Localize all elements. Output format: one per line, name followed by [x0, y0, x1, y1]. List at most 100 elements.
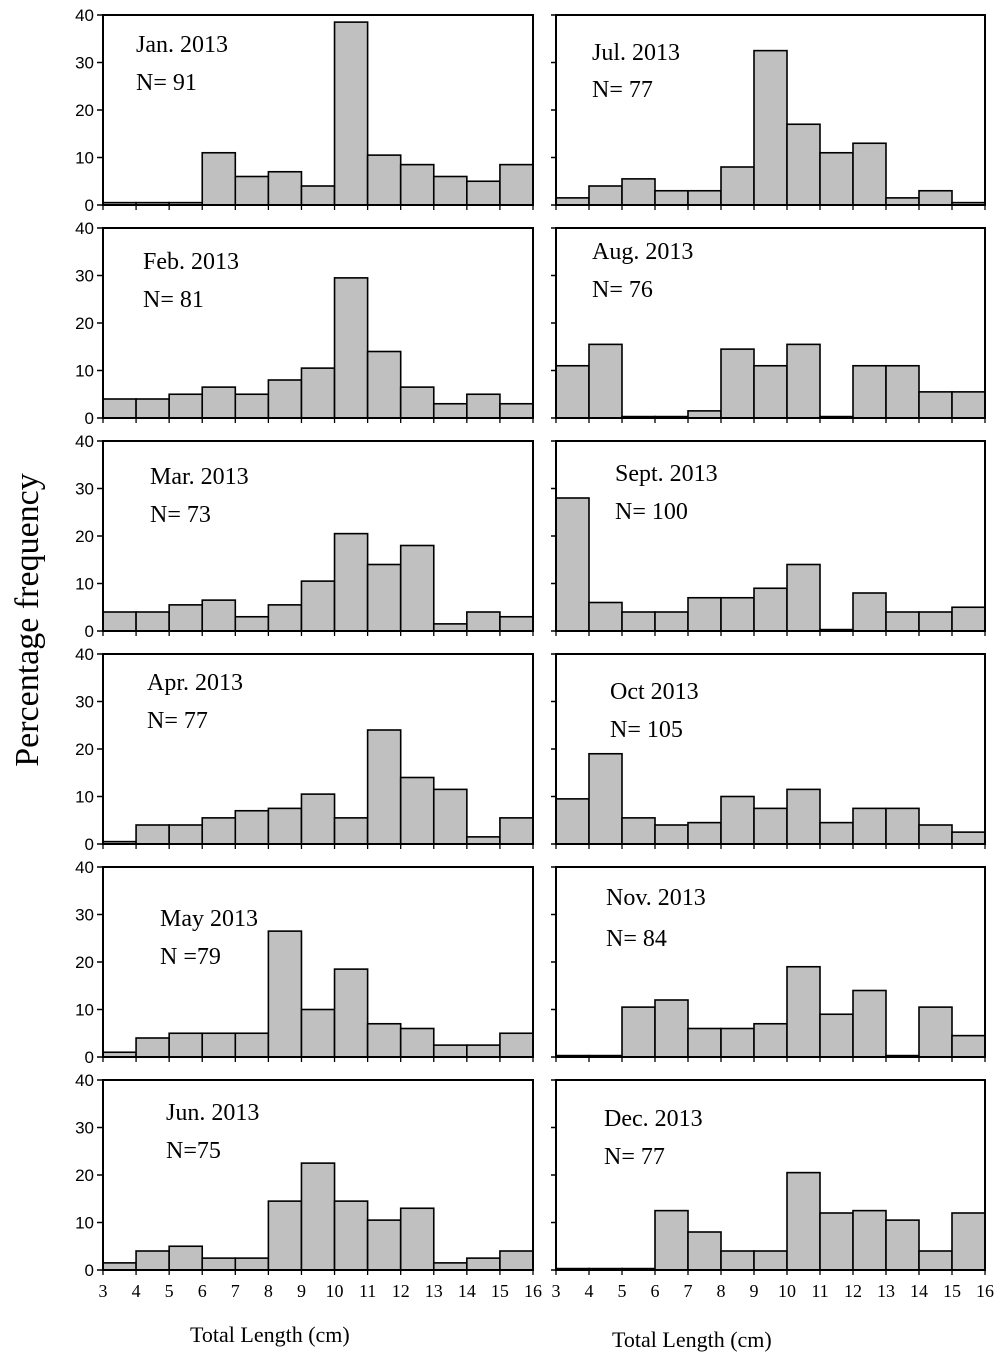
y-tick-label: 40 [75, 1071, 94, 1090]
panel-n-label: N= 73 [150, 502, 211, 528]
x-axis-label-right: Total Length (cm) [612, 1327, 772, 1352]
histogram-bar [168, 604, 204, 632]
histogram-bar [654, 189, 689, 206]
histogram-bar [366, 154, 402, 206]
histogram-bar [687, 821, 722, 845]
histogram-bar [135, 1037, 170, 1058]
y-tick-label: 10 [75, 362, 94, 381]
panel-n-label: N= 76 [592, 277, 653, 303]
y-tick-label: 10 [75, 1001, 94, 1020]
histogram-bar [555, 364, 590, 419]
histogram-bar [135, 824, 170, 845]
y-tick-label: 20 [75, 1166, 94, 1185]
histogram-bar [499, 615, 534, 632]
panel-n-label: N= 77 [147, 708, 208, 734]
histogram-bar [300, 1008, 336, 1058]
y-tick-label: 30 [75, 906, 94, 925]
histogram-bar [951, 1212, 986, 1271]
histogram-bar [588, 343, 623, 419]
histogram-bar [753, 587, 788, 632]
x-tick-label: 8 [264, 1281, 273, 1301]
histogram-bar [786, 1171, 821, 1271]
y-tick-label: 10 [75, 1214, 94, 1233]
panel-title: May 2013 [160, 906, 258, 932]
histogram-bar [918, 391, 953, 419]
histogram-bar [300, 185, 336, 206]
x-axis-label-left: Total Length (cm) [190, 1322, 350, 1347]
y-tick-label: 20 [75, 740, 94, 759]
histogram-bar [201, 1257, 237, 1271]
histogram-bar [201, 817, 237, 845]
histogram-bar [786, 123, 821, 206]
histogram-bar [786, 343, 821, 419]
x-tick-label: 7 [231, 1281, 240, 1301]
panel-title: Feb. 2013 [143, 249, 239, 275]
histogram-bar [654, 1209, 689, 1271]
histogram-bar [366, 1219, 402, 1271]
x-tick-label: 14 [910, 1281, 928, 1301]
histogram-bar [135, 1250, 170, 1271]
y-tick-label: 30 [75, 267, 94, 286]
histogram-bar [399, 386, 435, 419]
histogram-bar [499, 1032, 534, 1058]
histogram-bar [234, 615, 270, 632]
histogram-bar [466, 393, 501, 419]
histogram-bar [951, 606, 986, 632]
histogram-bar [885, 611, 920, 632]
histogram-bar [201, 386, 237, 419]
histogram-bar [102, 1262, 137, 1271]
y-tick-label: 30 [75, 1119, 94, 1138]
histogram-bar [267, 1200, 303, 1271]
histogram-bar [432, 623, 468, 632]
histogram-bar [951, 1034, 986, 1058]
histogram-bar [333, 968, 369, 1058]
x-tick-label: 16 [524, 1281, 542, 1301]
histogram-bar [234, 175, 270, 206]
panel-n-label: N= 100 [615, 499, 688, 525]
y-tick-label: 0 [85, 409, 94, 428]
panel-title: Apr. 2013 [147, 670, 243, 696]
x-tick-label: 6 [198, 1281, 207, 1301]
histogram-bar [102, 611, 137, 632]
histogram-bar [201, 151, 237, 206]
histogram-bar [168, 1245, 204, 1271]
x-tick-label: 5 [165, 1281, 174, 1301]
x-tick-label: 14 [458, 1281, 476, 1301]
histogram-bar [399, 544, 435, 632]
histogram-bar [267, 604, 303, 632]
histogram-bar [918, 1250, 953, 1271]
y-tick-label: 40 [75, 645, 94, 664]
y-tick-label: 0 [85, 1048, 94, 1067]
histogram-bar [687, 1027, 722, 1058]
y-tick-label: 20 [75, 314, 94, 333]
histogram-bar [885, 197, 920, 206]
panel-title: Oct 2013 [610, 679, 699, 705]
histogram-bar [852, 1209, 887, 1271]
histogram-bar [621, 178, 656, 206]
histogram-bar [885, 807, 920, 845]
histogram-bar [720, 348, 755, 419]
x-tick-label: 3 [552, 1281, 561, 1301]
histogram-bar [654, 824, 689, 845]
histogram-bar [918, 189, 953, 206]
histogram-bar [819, 1013, 854, 1058]
histogram-bar [499, 402, 534, 419]
histogram-bar [466, 1257, 501, 1271]
histogram-bar [753, 364, 788, 419]
histogram-bar [333, 1200, 369, 1271]
y-tick-label: 20 [75, 101, 94, 120]
y-tick-label: 20 [75, 953, 94, 972]
histogram-bar [399, 776, 435, 845]
panel-n-label: N= 105 [610, 717, 683, 743]
histogram-bar [852, 142, 887, 206]
y-tick-label: 10 [75, 149, 94, 168]
histogram-bar [499, 1250, 534, 1271]
x-tick-label: 12 [392, 1281, 410, 1301]
y-tick-label: 0 [85, 196, 94, 215]
panel-n-label: N= 77 [592, 77, 653, 103]
histogram-bar [687, 410, 722, 419]
histogram-bar [852, 592, 887, 632]
histogram-bar [300, 580, 336, 632]
histogram-bar [654, 611, 689, 632]
